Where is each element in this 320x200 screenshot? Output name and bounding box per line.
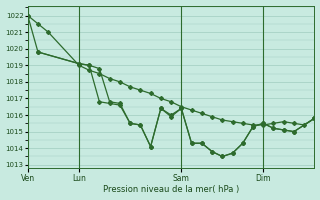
X-axis label: Pression niveau de la mer( hPa ): Pression niveau de la mer( hPa ): [103, 185, 239, 194]
